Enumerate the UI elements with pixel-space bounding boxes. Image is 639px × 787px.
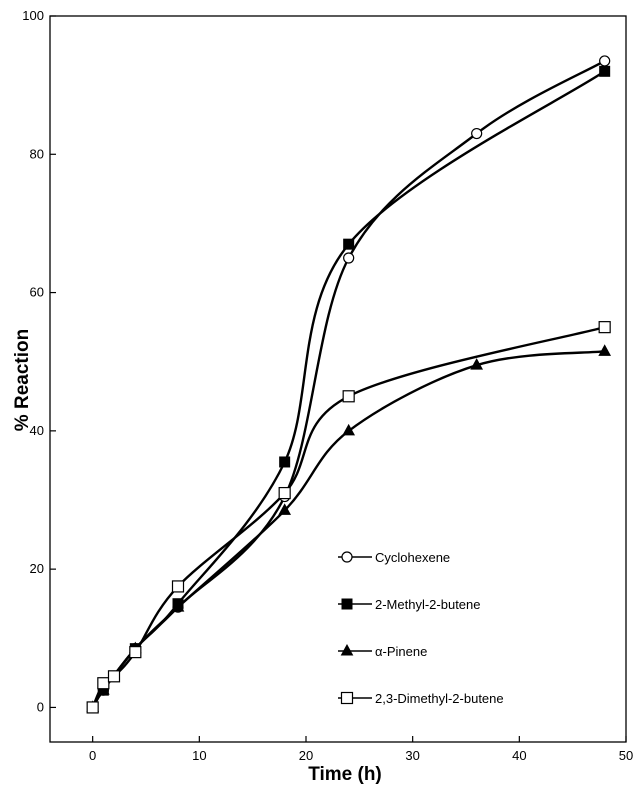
y-tick-label: 20 [30,561,44,576]
y-tick-label: 100 [22,8,44,23]
data-point-series-2 [598,344,612,356]
plot-frame [49,15,627,743]
data-point-series-1 [279,456,291,468]
y-axis-title: % Reaction [12,329,33,431]
legend-label: 2-Methyl-2-butene [375,597,481,612]
data-point-series-2 [171,600,185,612]
legend-marker [341,551,353,563]
series-line-1 [91,70,606,709]
data-point-series-3 [107,670,121,683]
data-point-series-1 [343,238,355,250]
legend-label: Cyclohexene [375,550,450,565]
x-tick-label: 10 [192,748,206,763]
x-tick-label: 0 [89,748,96,763]
legend: Cyclohexene 2-Methyl-2-butene α-Pinene 2,3-… [338,550,504,706]
data-point-series-2 [470,358,484,370]
x-tick-label: 20 [299,748,313,763]
legend-marker [341,598,353,610]
y-tick-label: 0 [37,699,44,714]
series-line-0 [91,59,606,709]
x-axis-title: Time (h) [308,764,382,785]
x-tick-label: 50 [619,748,633,763]
data-point-series-3 [171,580,185,593]
legend-marker [340,643,354,656]
data-point-series-3 [278,486,291,500]
data-point-series-0 [343,252,355,264]
y-tick-label: 80 [30,146,44,161]
data-point-series-3 [86,701,99,714]
data-point-series-3 [342,390,355,403]
x-tick-label: 40 [512,748,526,763]
data-point-series-3 [598,321,611,334]
data-point-series-0 [599,55,611,67]
data-point-series-3 [129,646,142,659]
y-tick-label: 60 [30,285,44,300]
x-tick-label: 30 [405,748,419,763]
data-point-series-2 [342,423,356,436]
legend-label: α-Pinene [375,644,427,659]
legend-marker [340,691,354,705]
series-markers [86,55,612,714]
series-lines [91,59,606,709]
y-tick-label: 40 [30,423,44,438]
data-point-series-1 [599,65,611,77]
legend-label: 2,3-Dimethyl-2-butene [375,691,504,706]
data-point-series-3 [97,677,110,690]
data-point-series-0 [471,127,483,140]
data-point-series-2 [278,503,292,515]
axis-ticks: 0 10 20 30 40 50 0 20 40 60 80 100 [22,8,633,763]
